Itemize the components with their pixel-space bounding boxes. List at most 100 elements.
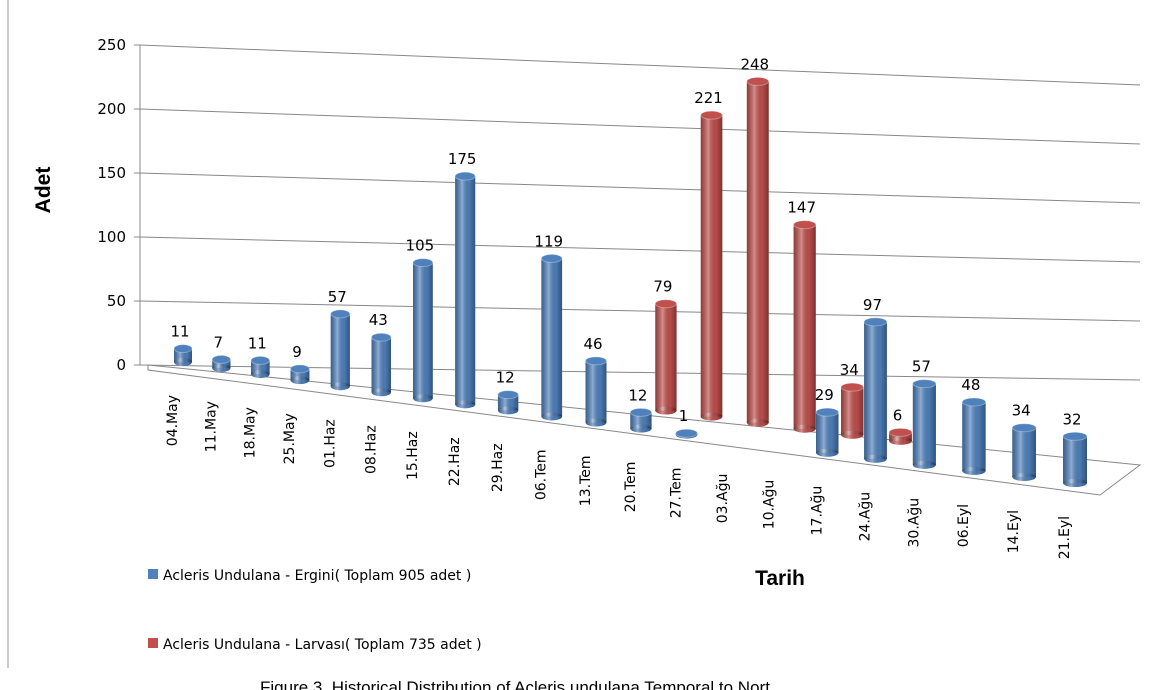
bar-top: [1062, 431, 1088, 441]
bar-body-shade: [1063, 436, 1087, 483]
bar: [585, 356, 607, 427]
bar: [290, 364, 310, 385]
bar-top: [863, 317, 888, 327]
x-tick-label: 13.Tem: [578, 456, 594, 507]
bar-body-shade: [655, 303, 677, 411]
value-label: 1: [679, 407, 689, 425]
value-label: 221: [694, 89, 723, 107]
bar-top: [793, 220, 817, 230]
value-label: 29: [815, 386, 834, 404]
x-tick-label: 15.Haz: [405, 431, 421, 480]
bar-body-shade: [700, 115, 723, 417]
x-tick-label: 04.May: [165, 395, 181, 446]
bar-top: [330, 309, 351, 319]
y-tick-label: 250: [97, 36, 126, 54]
bar-body-shade: [864, 321, 887, 459]
bar-body-shade: [290, 368, 310, 381]
bar: [793, 220, 817, 433]
value-label: 248: [740, 55, 769, 73]
bar-top: [815, 407, 839, 417]
value-label: 32: [1062, 410, 1081, 428]
grid-line: [139, 364, 1141, 381]
bar: [330, 309, 351, 391]
value-label: 6: [893, 406, 903, 424]
x-tick-label: 25.May: [282, 413, 298, 464]
x-tick-label: 30.Ağu: [906, 498, 922, 548]
grid-line: [139, 172, 1141, 204]
bar: [371, 332, 392, 397]
bar: [629, 407, 653, 433]
bar-top: [654, 299, 678, 309]
bar-top: [700, 110, 723, 120]
grid-line: [139, 108, 1141, 145]
value-label: 7: [214, 333, 224, 351]
x-tick-label: 24.Ağu: [857, 492, 873, 542]
bar: [912, 379, 937, 469]
legend-label: Acleris Undulana - Ergini( Toplam 905 ad…: [163, 568, 471, 584]
x-tick-label: 03.Ağu: [715, 474, 731, 524]
bar-body-shade: [841, 387, 864, 435]
labels: 04.May 11.May 18.May 25.May 01.Haz 08.Haz 15.H…: [165, 55, 1082, 559]
value-label: 57: [328, 288, 347, 306]
bar-top: [497, 390, 519, 400]
value-label: 34: [840, 361, 859, 379]
bar-body-shade: [497, 394, 519, 411]
value-label: 12: [628, 386, 647, 404]
value-label: 105: [406, 237, 435, 255]
value-label: 11: [170, 323, 189, 341]
y-tick-label: 50: [107, 292, 126, 310]
value-label: 11: [248, 334, 267, 352]
legend-swatch: [148, 569, 158, 579]
bar-top: [840, 382, 864, 392]
x-axis-title: Tarih: [755, 567, 805, 590]
y-axis-title: Adet: [32, 167, 55, 214]
bar-body-shade: [793, 224, 816, 429]
x-tick-label: 22.Haz: [447, 437, 463, 486]
value-label: 119: [534, 232, 563, 250]
x-tick-label: 29.Haz: [490, 443, 506, 492]
legend-label: Acleris Undulana - Larvası( Toplam 735 a…: [163, 637, 482, 653]
bar-top: [585, 356, 607, 366]
bar: [454, 171, 476, 409]
bars: [173, 76, 1088, 487]
bar: [815, 407, 839, 457]
bar: [888, 427, 913, 445]
bar-top: [912, 379, 937, 389]
y-tick-label: 150: [97, 164, 126, 182]
bar-body-shade: [455, 176, 476, 405]
bar: [746, 76, 770, 427]
x-tick-label: 11.May: [203, 401, 219, 452]
bar-body-shade: [1012, 427, 1036, 477]
bar-body-shade: [746, 81, 769, 423]
bar: [840, 382, 864, 439]
bar: [412, 258, 434, 403]
grid-line: [139, 44, 1141, 86]
value-label: 46: [583, 335, 602, 353]
value-label: 34: [1012, 402, 1031, 420]
bar-top: [888, 427, 913, 437]
bar-top: [961, 397, 987, 407]
y-tick-label: 0: [116, 356, 126, 374]
bar-body-shade: [212, 359, 231, 369]
bar: [1062, 431, 1088, 487]
bar-body-shade: [962, 401, 986, 471]
caption: Figure 3. Historical Distribution of Acl…: [260, 678, 770, 690]
bar-top: [629, 407, 653, 417]
value-label: 97: [863, 296, 882, 314]
bar: [211, 354, 231, 373]
bar-body-shade: [912, 383, 936, 465]
x-tick-label: 08.Haz: [363, 425, 379, 474]
bar-top: [371, 332, 392, 342]
bar: [654, 299, 678, 415]
bar-body-shade: [816, 412, 839, 453]
bar: [700, 110, 723, 421]
bar: [250, 355, 271, 379]
x-tick-label: 21.Eyl: [1057, 516, 1073, 559]
value-label: 79: [653, 278, 672, 296]
value-label: 48: [961, 376, 980, 394]
bar-top: [412, 258, 434, 268]
bar: [540, 253, 563, 421]
value-label: 175: [448, 150, 477, 168]
x-tick-label: 06.Eyl: [956, 504, 972, 547]
